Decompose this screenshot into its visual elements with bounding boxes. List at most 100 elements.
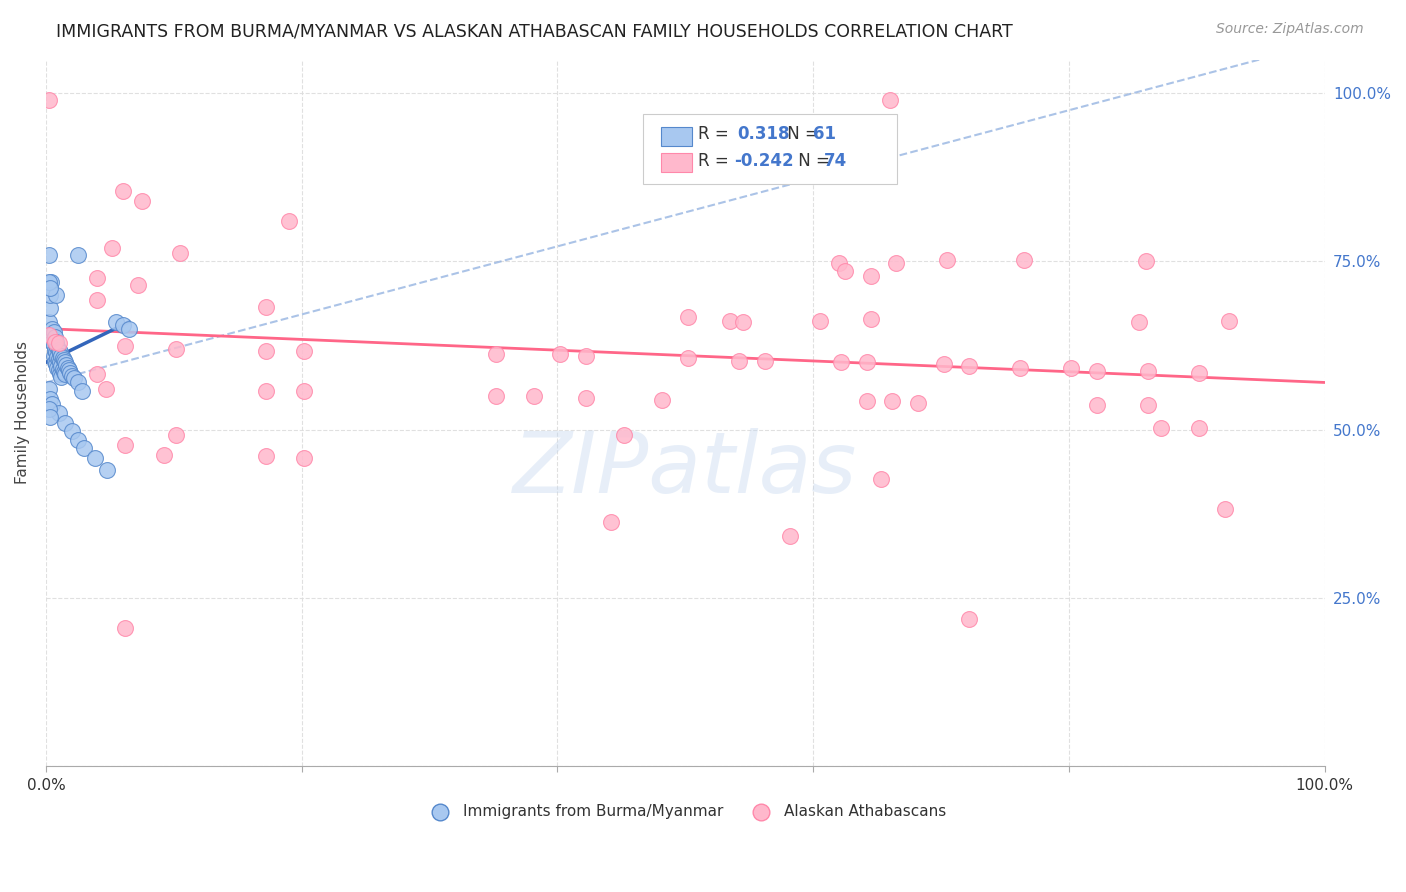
Point: [1137, 364, 1160, 378]
Point: [879, 93, 901, 107]
Point: [52, 351, 75, 365]
Point: [779, 529, 801, 543]
Text: ZIPatlas: ZIPatlas: [513, 428, 858, 511]
Point: [884, 256, 907, 270]
Point: [38, 288, 60, 302]
Point: [114, 339, 136, 353]
Point: [45, 288, 67, 302]
Point: [41, 397, 63, 411]
Point: [254, 343, 277, 358]
Point: [127, 277, 149, 292]
Point: [856, 355, 879, 369]
Point: [165, 342, 187, 356]
Point: [152, 448, 174, 462]
Point: [42, 349, 65, 363]
Point: [38, 301, 60, 316]
Point: [118, 321, 141, 335]
Point: [46, 350, 69, 364]
Point: [101, 241, 124, 255]
Point: [907, 395, 929, 409]
Point: [808, 313, 831, 327]
Point: [169, 246, 191, 260]
Point: [957, 359, 980, 374]
Point: [49, 368, 72, 382]
Point: [48, 406, 70, 420]
Point: [58, 363, 80, 377]
Point: [42, 325, 65, 339]
Point: [1137, 398, 1160, 412]
Point: [41, 335, 63, 350]
Text: R =: R =: [697, 125, 738, 143]
Point: [52, 362, 75, 376]
Point: [96, 463, 118, 477]
Point: [39, 328, 62, 343]
Point: [38, 281, 60, 295]
Point: [46, 360, 69, 375]
Point: [485, 389, 508, 403]
Point: [957, 612, 980, 626]
Point: [932, 357, 955, 371]
Point: [523, 389, 546, 403]
Point: [754, 354, 776, 368]
Point: [830, 355, 852, 369]
Legend: Immigrants from Burma/Myanmar, Alaskan Athabascans: Immigrants from Burma/Myanmar, Alaskan A…: [418, 798, 952, 825]
Point: [600, 516, 623, 530]
Point: [38, 275, 60, 289]
Point: [38, 402, 60, 417]
Point: [60, 424, 83, 438]
Point: [45, 357, 67, 371]
Text: 0.318: 0.318: [737, 125, 789, 143]
Point: [73, 442, 96, 456]
Point: [39, 275, 62, 289]
Point: [44, 343, 66, 358]
Point: [859, 269, 882, 284]
Point: [45, 345, 67, 359]
Point: [254, 450, 277, 464]
Point: [38, 315, 60, 329]
Point: [86, 271, 108, 285]
Point: [60, 368, 83, 383]
Point: [1060, 360, 1083, 375]
Point: [936, 253, 959, 268]
Point: [38, 247, 60, 261]
Point: [55, 358, 77, 372]
Point: [42, 338, 65, 352]
Point: [574, 391, 596, 405]
Point: [859, 312, 882, 326]
Point: [66, 247, 89, 261]
Point: [51, 359, 73, 373]
Text: 61: 61: [813, 125, 835, 143]
Point: [1085, 364, 1108, 378]
Point: [44, 355, 66, 369]
Point: [718, 313, 741, 327]
Point: [254, 300, 277, 314]
Point: [52, 365, 75, 379]
Y-axis label: Family Households: Family Households: [15, 342, 30, 484]
Point: [56, 360, 79, 375]
Point: [38, 93, 60, 107]
Text: -0.242: -0.242: [734, 152, 794, 170]
Point: [38, 328, 60, 343]
Point: [165, 428, 187, 442]
Text: Source: ZipAtlas.com: Source: ZipAtlas.com: [1216, 22, 1364, 37]
Point: [870, 472, 893, 486]
Point: [44, 335, 66, 350]
Point: [111, 318, 134, 333]
Text: R =: R =: [697, 152, 734, 170]
Point: [114, 621, 136, 635]
Point: [66, 433, 89, 447]
Point: [111, 184, 134, 198]
Point: [52, 352, 75, 367]
Point: [676, 351, 699, 365]
Point: [45, 335, 67, 350]
Point: [49, 345, 72, 359]
Point: [114, 438, 136, 452]
Point: [38, 382, 60, 396]
Point: [676, 310, 699, 324]
Point: [46, 341, 69, 355]
Point: [59, 366, 82, 380]
Point: [48, 363, 70, 377]
Point: [1085, 398, 1108, 412]
Point: [613, 428, 636, 442]
Point: [105, 315, 128, 329]
